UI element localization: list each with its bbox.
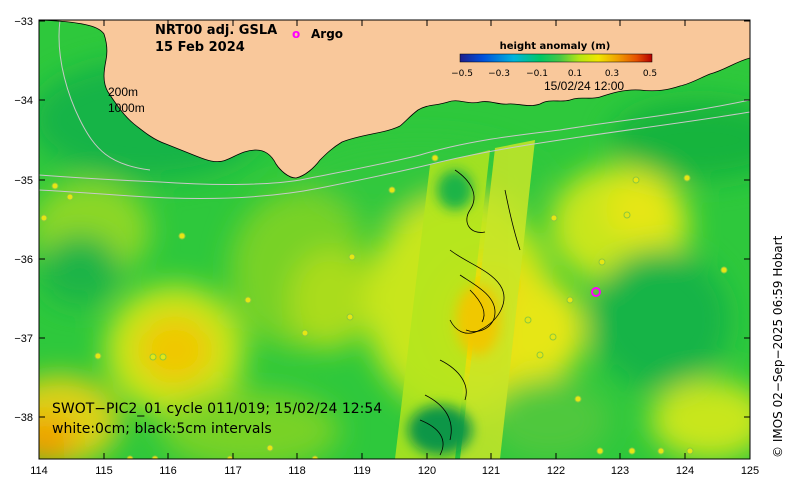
altimeter-time: 15/02/24 12:00	[544, 79, 624, 93]
colorbar-tick: −0.3	[488, 69, 510, 79]
x-tick-label: 116	[159, 465, 177, 477]
y-tick-label: −34	[14, 95, 33, 107]
map-title: NRT00 adj. GSLA	[155, 23, 277, 38]
colorbar-tick: 0.5	[643, 69, 657, 79]
x-tick-label: 122	[547, 465, 565, 477]
colorbar-tick: 0.3	[605, 69, 619, 79]
imos-credit: © IMOS 02−Sep−2025 06:59 Hobart	[771, 235, 785, 458]
y-tick-label: −36	[14, 254, 33, 266]
swot-swath	[395, 140, 535, 459]
x-tick-label: 114	[30, 465, 48, 477]
x-tick-label: 120	[418, 465, 436, 477]
swot-swath-detail	[408, 170, 500, 455]
map-date: 15 Feb 2024	[155, 40, 245, 55]
x-tick-label: 119	[353, 465, 371, 477]
argo-legend-label: Argo	[311, 27, 343, 41]
isobath-label-200m: 200m	[108, 85, 138, 99]
x-tick-label: 121	[482, 465, 500, 477]
y-ticks	[39, 20, 750, 418]
swot-contours	[419, 169, 521, 456]
x-tick-label: 115	[95, 465, 113, 477]
y-tick-label: −38	[14, 412, 33, 424]
plot-area	[39, 20, 750, 459]
x-tick-label: 124	[676, 465, 694, 477]
argo-float-marker	[591, 287, 601, 297]
x-tick-label: 117	[224, 465, 242, 477]
isobath-shelf-west	[58, 20, 151, 171]
y-tick-label: −35	[14, 175, 33, 187]
colorbar-tick: 0.1	[568, 69, 582, 79]
x-ticks	[38, 20, 751, 459]
swot-pass-label: SWOT−PIC2_01 cycle 011/019; 15/02/24 12:…	[52, 401, 382, 417]
colorbar-tick: −0.5	[451, 69, 473, 79]
x-tick-label: 125	[741, 465, 759, 477]
y-tick-label: −33	[14, 16, 33, 28]
colorbar-title: height anomaly (m)	[500, 41, 611, 52]
y-tick-label: −37	[14, 333, 33, 345]
plot-frame	[38, 19, 751, 460]
isobath-200m	[39, 99, 750, 185]
isobath-label-1000m: 1000m	[108, 101, 145, 115]
swot-contour-legend: white:0cm; black:5cm intervals	[52, 421, 272, 437]
x-tick-label: 123	[611, 465, 629, 477]
float-markers	[40, 154, 728, 459]
argo-legend-marker: o	[292, 27, 300, 41]
colorbar	[459, 53, 653, 63]
isobath-1000m	[39, 111, 750, 200]
colorbar-tick: −0.1	[526, 69, 548, 79]
x-tick-label: 118	[288, 465, 306, 477]
